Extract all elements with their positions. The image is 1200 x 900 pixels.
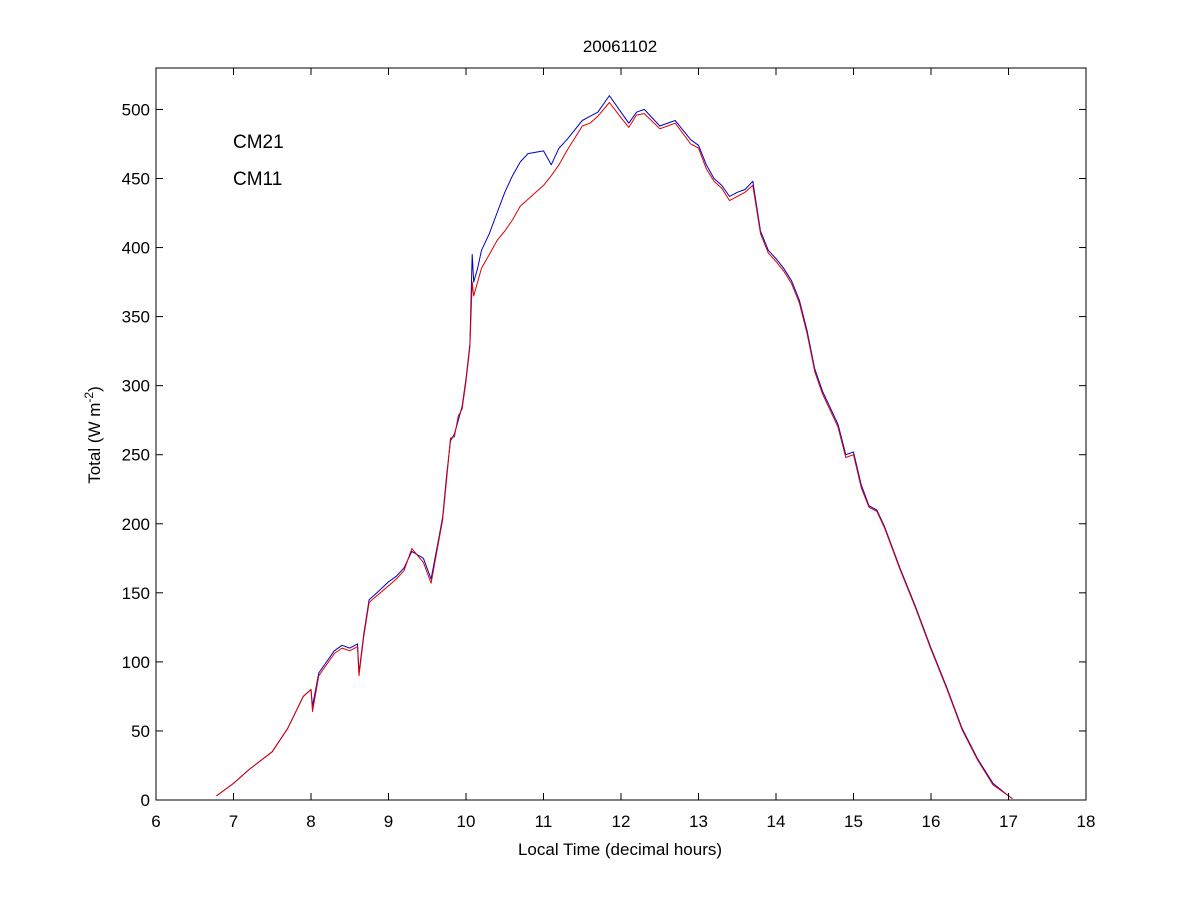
- x-tick-label: 7: [229, 812, 238, 831]
- x-tick-label: 14: [767, 812, 786, 831]
- x-tick-label: 12: [612, 812, 631, 831]
- y-axis-label-prefix: Total (W m: [85, 403, 104, 484]
- plot-lines: [216, 95, 1013, 800]
- x-tick-label: 9: [384, 812, 393, 831]
- y-tick-label: 50: [131, 722, 150, 741]
- x-tick-label: 16: [922, 812, 941, 831]
- chart-title: 20061102: [583, 37, 657, 56]
- y-tick-label: 250: [122, 446, 150, 465]
- x-tick-label: 10: [457, 812, 476, 831]
- y-tick-label: 400: [122, 239, 150, 258]
- y-axis: 0 50 100 150 200 250 300 350 400 450 500: [122, 100, 1086, 810]
- series-line-cm21: [216, 95, 1013, 800]
- x-tick-label: 18: [1077, 812, 1096, 831]
- x-tick-label: 17: [999, 812, 1018, 831]
- y-tick-label: 150: [122, 584, 150, 603]
- x-tick-label: 8: [306, 812, 315, 831]
- y-tick-label: 350: [122, 308, 150, 327]
- y-tick-label: 500: [122, 100, 150, 119]
- y-axis-label-suffix: ): [85, 386, 104, 392]
- y-tick-label: 200: [122, 515, 150, 534]
- x-axis: 6 7 8 9 10 11 12 13 14 15 16 17 18: [151, 68, 1095, 831]
- y-axis-label: Total (W m-2): [82, 386, 104, 484]
- x-axis-label: Local Time (decimal hours): [518, 840, 722, 859]
- legend-label-cm21: CM21: [233, 132, 284, 153]
- legend-label-cm11: CM11: [233, 169, 282, 190]
- legend: CM21 CM11: [233, 132, 284, 190]
- series-line-cm11: [216, 102, 1013, 800]
- y-tick-label: 100: [122, 653, 150, 672]
- y-tick-label: 450: [122, 169, 150, 188]
- y-tick-label: 0: [141, 791, 150, 810]
- x-tick-label: 15: [844, 812, 863, 831]
- y-axis-label-sup: -2: [82, 392, 96, 403]
- y-tick-label: 300: [122, 377, 150, 396]
- x-tick-label: 13: [689, 812, 708, 831]
- x-tick-label: 6: [151, 812, 160, 831]
- x-tick-label: 11: [535, 812, 553, 831]
